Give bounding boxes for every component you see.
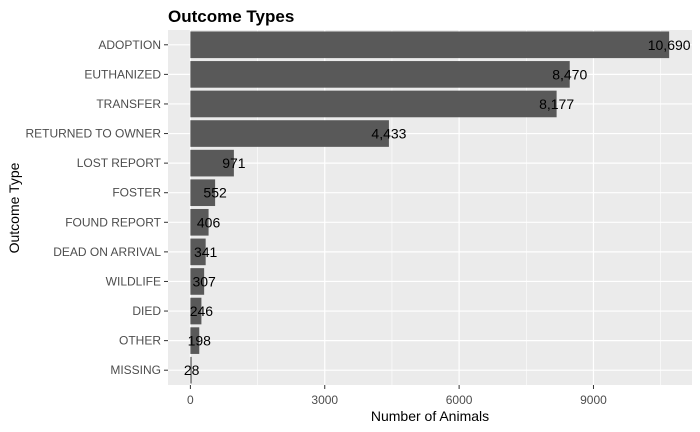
- bar: [190, 268, 205, 295]
- y-tick-label: RETURNED TO OWNER: [25, 127, 161, 141]
- data-labels: 10,690 8,470 8,177 4,433 971 552 406 341 307 246 1…: [184, 37, 691, 378]
- bar: [190, 179, 216, 207]
- minor-gridlines: [257, 30, 661, 385]
- data-label: 10,690: [648, 37, 691, 53]
- x-axis: 0 3000 6000 9000: [187, 385, 607, 407]
- y-tick-label: DIED: [132, 304, 161, 318]
- chart-title: Outcome Types: [168, 7, 294, 26]
- data-label: 246: [190, 303, 214, 319]
- bar: [190, 208, 209, 236]
- y-tick-label: TRANSFER: [96, 97, 161, 111]
- plot-panel: [168, 30, 692, 385]
- y-tick-label: ADOPTION: [98, 38, 161, 52]
- bar: [190, 90, 557, 118]
- data-label: 28: [184, 362, 200, 378]
- data-label: 8,470: [552, 66, 587, 82]
- bar: [190, 61, 570, 88]
- y-tick-label: FOUND REPORT: [65, 215, 161, 229]
- data-label: 406: [197, 214, 221, 230]
- data-label: 552: [203, 185, 227, 201]
- y-tick-label: LOST REPORT: [77, 156, 162, 170]
- bar: [190, 120, 389, 147]
- y-tick-label: MISSING: [110, 363, 161, 377]
- y-axis: ADOPTION EUTHANIZED TRANSFER RETURNED TO OW…: [25, 38, 168, 377]
- x-axis-title: Number of Animals: [371, 408, 489, 424]
- x-tick-label: 0: [187, 393, 194, 407]
- y-axis-title: Outcome Type: [6, 162, 22, 253]
- bar: [190, 238, 206, 266]
- bar: [190, 327, 200, 354]
- x-tick-label: 6000: [446, 393, 473, 407]
- data-label: 4,433: [371, 126, 406, 142]
- x-tick-label: 9000: [580, 393, 607, 407]
- bar: [190, 31, 670, 59]
- data-label: 198: [188, 333, 212, 349]
- data-label: 307: [192, 273, 216, 289]
- bar: [190, 356, 192, 384]
- x-tick-label: 3000: [311, 393, 338, 407]
- y-tick-label: EUTHANIZED: [84, 67, 161, 81]
- data-label: 341: [194, 244, 218, 260]
- data-label: 971: [222, 155, 246, 171]
- y-tick-label: OTHER: [119, 334, 161, 348]
- y-tick-label: DEAD ON ARRIVAL: [53, 245, 161, 259]
- y-tick-label: WILDLIFE: [106, 274, 161, 288]
- y-tick-label: FOSTER: [112, 186, 161, 200]
- data-label: 8,177: [539, 96, 574, 112]
- bar: [190, 297, 202, 325]
- bars: [190, 31, 670, 384]
- bar: [190, 149, 234, 177]
